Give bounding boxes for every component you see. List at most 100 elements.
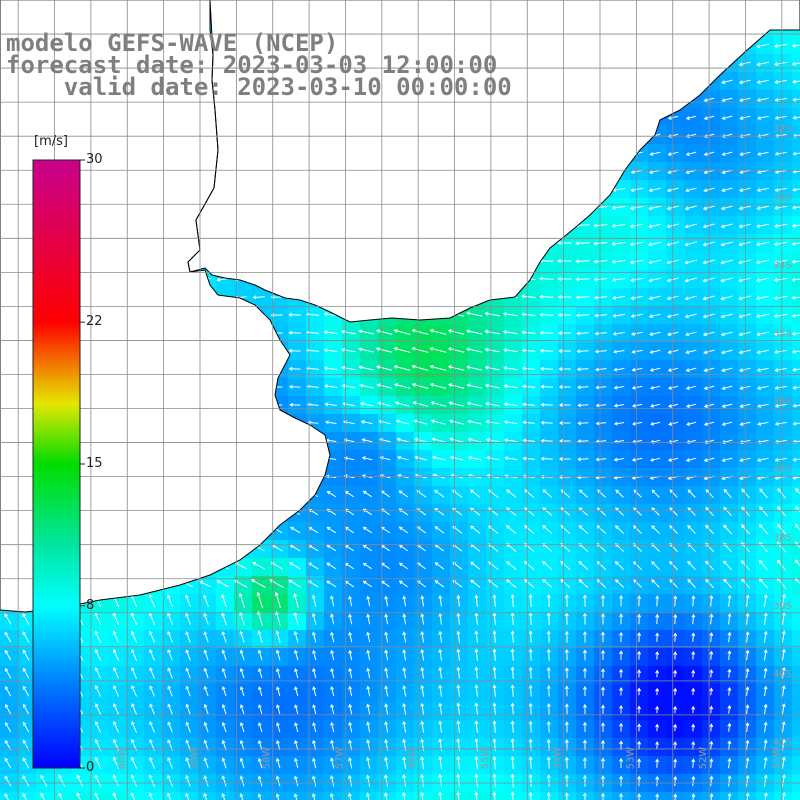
wind-arrow: [435, 562, 445, 570]
wind-arrow-head: [203, 594, 207, 599]
wind-arrow-head: [22, 631, 27, 636]
wind-arrow-head: [637, 613, 642, 618]
wind-arrow: [775, 421, 787, 425]
wind-arrow-head: [703, 404, 708, 408]
wind-arrow-head: [466, 347, 471, 352]
wind-arrow: [308, 421, 319, 424]
wind-cell: [792, 378, 800, 396]
wind-arrow: [275, 611, 281, 626]
wind-arrow-head: [774, 403, 779, 408]
wind-arrow: [685, 241, 697, 246]
wind-arrow: [522, 385, 536, 388]
wind-arrow-head: [773, 278, 778, 283]
wind-arrow-head: [396, 437, 401, 442]
wind-arrow: [685, 295, 697, 300]
wind-arrow-head: [546, 594, 551, 598]
wind-arrow: [475, 613, 478, 625]
wind-arrow-head: [577, 457, 582, 462]
wind-arrow-head: [503, 402, 508, 407]
wind-arrow: [486, 456, 500, 461]
wind-arrow-head: [630, 278, 634, 283]
wind-arrow: [324, 313, 338, 317]
wind-arrow: [668, 439, 679, 443]
wind-arrow-head: [449, 437, 454, 442]
wind-arrow-head: [595, 421, 600, 426]
wind-arrow: [728, 632, 731, 643]
wind-arrow-head: [721, 476, 726, 481]
wind-arrow-head: [521, 330, 526, 335]
wind-cell: [792, 522, 800, 540]
wind-arrow: [632, 403, 643, 407]
wind-arrow: [289, 562, 301, 570]
wind-arrow-head: [782, 593, 786, 598]
wind-arrow: [394, 365, 411, 371]
wind-arrow-head: [438, 648, 443, 653]
wind-arrow-head: [667, 350, 672, 355]
wind-arrow-head: [648, 188, 653, 193]
wind-cell: [792, 612, 800, 630]
wind-arrow: [540, 314, 554, 316]
wind-arrow: [362, 439, 373, 443]
wind-arrow-head: [326, 508, 331, 513]
wind-arrow-head: [667, 368, 672, 372]
wind-arrow: [594, 260, 608, 263]
wind-arrow-head: [524, 543, 528, 547]
wind-arrow-head: [456, 630, 461, 635]
wind-arrow-head: [506, 579, 510, 583]
wind-arrow: [167, 631, 173, 643]
wind-arrow-head: [633, 507, 638, 512]
wind-arrow: [378, 402, 392, 407]
wind-arrow: [710, 595, 713, 607]
wind-arrow-head: [709, 650, 714, 655]
wind-arrow-head: [94, 630, 99, 635]
wind-arrow-head: [395, 419, 400, 424]
wind-arrow-head: [685, 152, 690, 157]
wind-arrow-head: [613, 403, 618, 408]
wind-arrow: [612, 223, 626, 227]
wind-arrow-head: [558, 349, 563, 353]
wind-arrow-head: [774, 385, 779, 390]
wind-arrow: [722, 367, 733, 372]
wind-arrow: [290, 526, 301, 534]
wind-arrow-head: [791, 349, 796, 354]
wind-cell: [792, 198, 800, 216]
wind-arrow-head: [684, 224, 689, 229]
wind-arrow-head: [340, 347, 345, 352]
wind-arrow-head: [348, 595, 352, 600]
wind-arrow-head: [362, 544, 367, 549]
wind-arrow: [251, 579, 266, 588]
wind-arrow: [723, 560, 732, 571]
wind-arrow: [417, 580, 427, 588]
wind-arrow: [775, 169, 787, 173]
wind-arrow: [363, 544, 373, 552]
wind-arrow: [22, 631, 30, 643]
wind-arrow-head: [307, 420, 312, 425]
wind-arrow-head: [611, 277, 616, 282]
wind-arrow: [632, 367, 643, 371]
wind-arrow-head: [774, 97, 779, 102]
wind-arrow: [506, 543, 517, 552]
wind-cell: [792, 252, 800, 270]
wind-arrow-head: [727, 613, 732, 618]
wind-arrow: [759, 560, 769, 571]
wind-arrow-head: [452, 562, 457, 566]
wind-arrow-head: [687, 579, 692, 583]
wind-cell: [792, 270, 800, 288]
wind-arrow: [687, 579, 696, 588]
wind-arrow-head: [539, 312, 544, 317]
wind-arrow: [221, 594, 227, 608]
wind-arrow-head: [667, 170, 672, 175]
wind-arrow: [710, 614, 713, 625]
wind-arrow-head: [341, 365, 346, 370]
wind-arrow: [258, 650, 263, 661]
wind-arrow-head: [528, 594, 533, 598]
wind-arrow-head: [560, 579, 565, 583]
wind-arrow: [493, 613, 496, 625]
wind-arrow: [467, 420, 482, 425]
wind-arrow-head: [655, 632, 660, 637]
wind-arrow: [506, 489, 517, 498]
wind-arrow-head: [648, 170, 653, 175]
wind-arrow-head: [503, 384, 508, 389]
wind-arrow-head: [723, 506, 728, 511]
wind-arrow-head: [720, 278, 725, 283]
